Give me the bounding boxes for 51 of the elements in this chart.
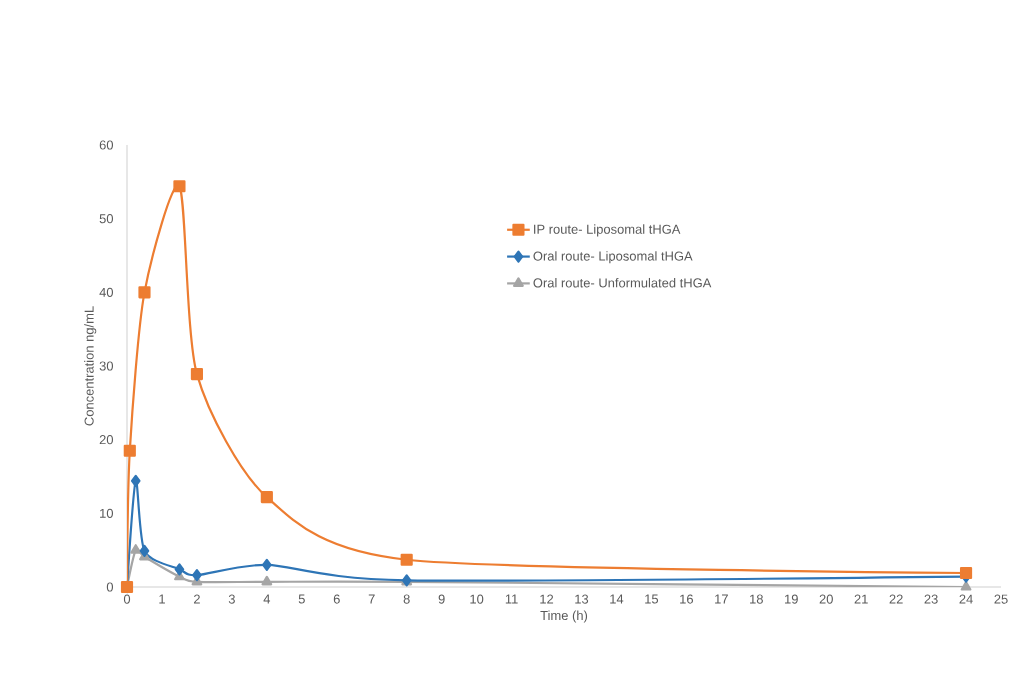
x-tick-label: 4 xyxy=(263,594,271,604)
x-axis-title: Time (h) xyxy=(540,610,588,623)
point xyxy=(173,180,186,193)
point xyxy=(190,368,203,381)
point xyxy=(130,474,141,487)
y-tick-label: 10 xyxy=(100,508,114,518)
x-tick-label: 2 xyxy=(193,594,200,604)
point xyxy=(139,544,150,557)
x-tick-label: 11 xyxy=(505,594,518,604)
y-tick-label: 60 xyxy=(99,140,114,150)
point xyxy=(174,563,185,576)
legend-label: Oral route- Unformulated tHGA xyxy=(533,277,712,288)
x-tick-label: 15 xyxy=(645,594,659,604)
legend-label: Oral route- Liposomal tHGA xyxy=(533,251,693,264)
y-tick-label: 30 xyxy=(99,361,114,371)
x-tick-label: 6 xyxy=(333,594,340,604)
x-tick-label: 22 xyxy=(889,594,903,604)
y-tick-label: 40 xyxy=(99,287,114,297)
point xyxy=(192,569,202,582)
x-tick-label: 14 xyxy=(610,594,624,604)
x-tick-label: 9 xyxy=(438,594,445,604)
point xyxy=(400,553,413,566)
x-tick-label: 8 xyxy=(403,594,410,604)
x-tick-label: 13 xyxy=(575,594,589,604)
x-tick-label: 23 xyxy=(924,594,938,604)
y-tick-label: 20 xyxy=(99,435,114,445)
x-tick-label: 19 xyxy=(785,594,798,604)
x-tick-label: 24 xyxy=(959,594,973,604)
x-tick-label: 20 xyxy=(819,594,833,604)
y-axis-title: Concentration ng/mL xyxy=(84,306,97,426)
x-tick-label: 25 xyxy=(994,594,1008,604)
x-tick-label: 7 xyxy=(368,594,375,604)
x-tick-label: 17 xyxy=(715,594,728,604)
y-tick-label: 50 xyxy=(99,214,114,224)
x-tick-label: 1 xyxy=(159,594,165,604)
x-tick-label: 18 xyxy=(750,594,763,604)
point xyxy=(261,575,273,586)
legend-label: IP route- Liposomal tHGA xyxy=(534,224,681,237)
point xyxy=(262,558,272,571)
x-tick-label: 3 xyxy=(228,594,235,604)
x-tick-label: 10 xyxy=(470,594,484,604)
x-tick-label: 16 xyxy=(680,594,694,604)
point xyxy=(138,286,151,299)
x-tick-label: 5 xyxy=(298,594,305,604)
x-tick-label: 0 xyxy=(123,594,131,604)
x-tick-label: 12 xyxy=(540,594,554,604)
point xyxy=(260,491,273,504)
point xyxy=(123,444,136,457)
y-tick-label: 0 xyxy=(106,582,114,592)
x-tick-label: 21 xyxy=(854,594,868,604)
point xyxy=(959,566,973,580)
